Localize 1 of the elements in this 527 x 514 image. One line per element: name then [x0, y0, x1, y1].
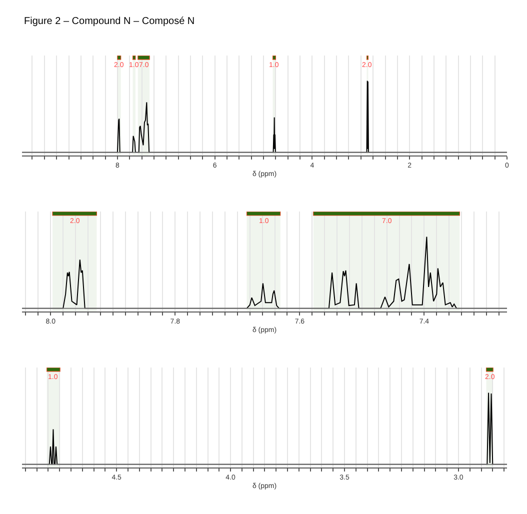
chart-title: Figure 2 – Compound N – Composé N [24, 16, 195, 27]
